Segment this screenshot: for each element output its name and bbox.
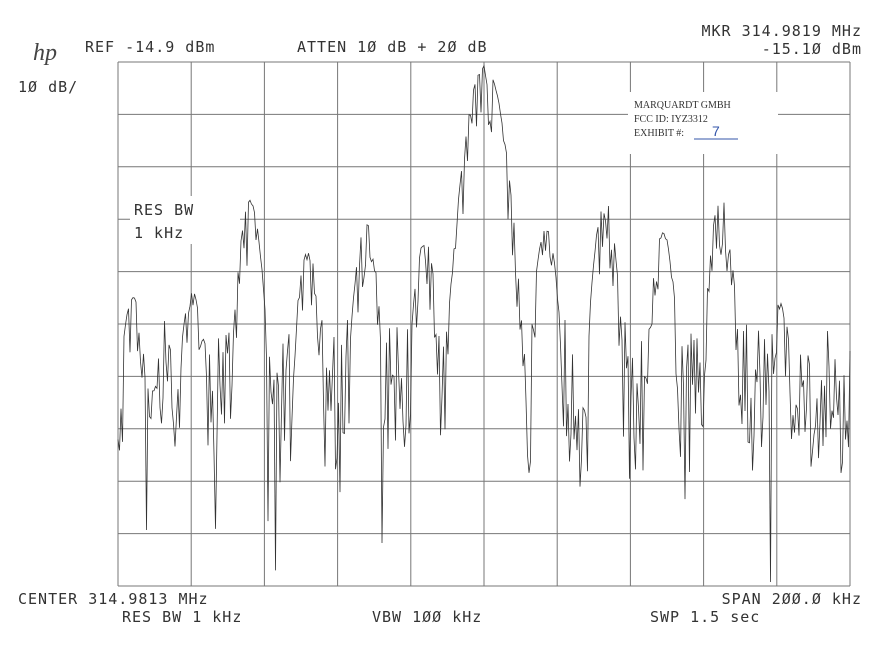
vbw: VBW 1ØØ kHz <box>372 608 482 626</box>
stamp-exhibit-label: EXHIBIT #: <box>634 128 684 139</box>
logo: hp <box>33 40 57 66</box>
res-bw: RES BW 1 kHz <box>122 608 242 626</box>
ref-level: REF -14.9 dBm <box>85 38 215 56</box>
attenuation: ATTEN 1Ø dB + 2Ø dB <box>297 38 488 56</box>
marker-frequency: MKR 314.9819 MHz <box>702 22 863 40</box>
stamp-exhibit-number: 7 <box>712 123 720 139</box>
annotation-line1: RES BW <box>134 201 194 219</box>
stamp-company: MARQUARDT GMBH <box>634 100 731 111</box>
annotation-line2: 1 kHz <box>134 224 184 242</box>
stamp-box <box>628 92 778 154</box>
annotation-box <box>130 196 240 244</box>
spectrum-trace <box>117 64 851 583</box>
span: SPAN 2ØØ.Ø kHz <box>722 590 862 608</box>
trace-line <box>117 64 851 583</box>
scale: 1Ø dB/ <box>18 78 78 96</box>
marker-level: -15.1Ø dBm <box>762 40 862 58</box>
center-frequency: CENTER 314.9813 MHz <box>18 590 209 608</box>
stamp-fcc-id: FCC ID: IYZ3312 <box>634 114 708 125</box>
sweep-time: SWP 1.5 sec <box>650 608 760 626</box>
